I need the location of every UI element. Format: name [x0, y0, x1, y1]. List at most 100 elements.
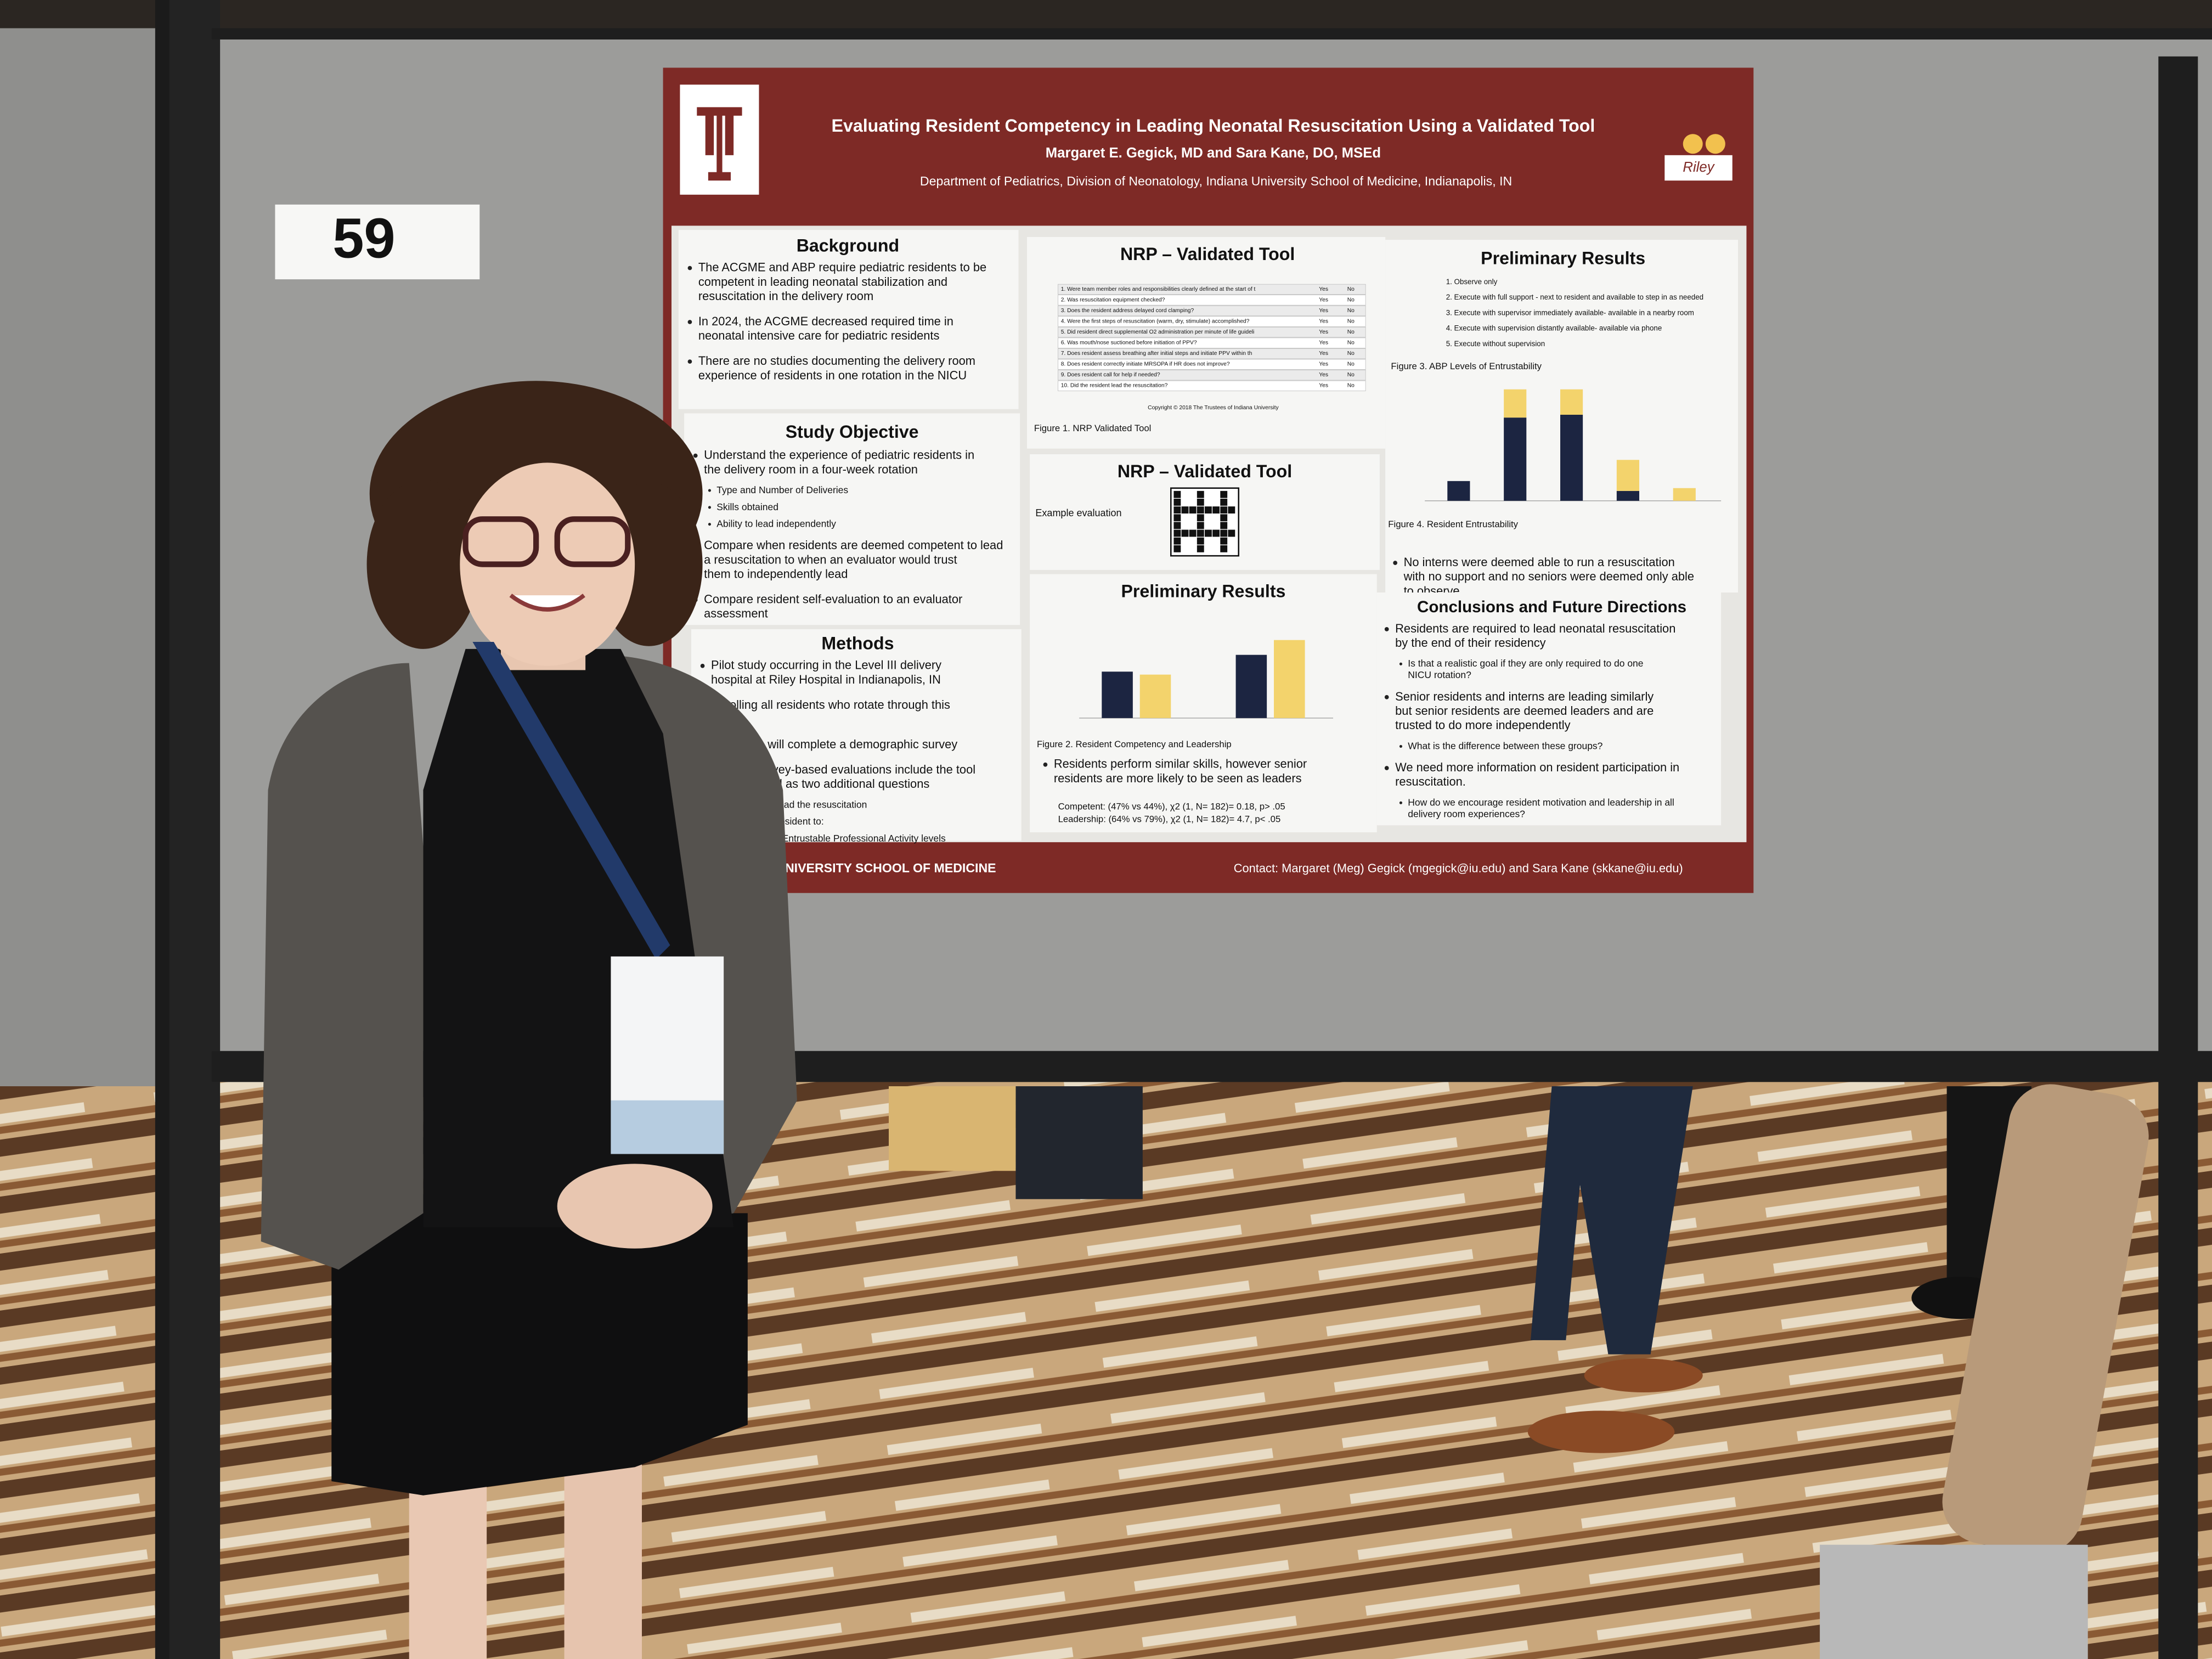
glasses [554, 516, 631, 567]
figure-caption: Figure 4. Resident Entrustability [1388, 519, 1518, 529]
section-heading: NRP – Validated Tool [1118, 461, 1292, 481]
tool-row [1058, 295, 1366, 306]
bullet-text: Senior residents and interns are leading… [1395, 690, 1657, 732]
bar [1504, 389, 1527, 418]
tool-answer: No [1347, 297, 1355, 303]
section-heading: Preliminary Results [1481, 249, 1645, 268]
lanyard [472, 642, 670, 960]
person-legs [1531, 1086, 1693, 1355]
tool-answer: Yes [1319, 362, 1328, 368]
bullet-dot [1384, 695, 1389, 699]
tool-answer: No [1347, 351, 1355, 357]
qr-module [1220, 522, 1228, 529]
qr-module [1197, 537, 1204, 545]
riley-logo: Riley [1683, 160, 1715, 175]
tool-answer: Yes [1319, 329, 1328, 335]
tool-answer: No [1347, 318, 1355, 324]
tool-answer: Yes [1319, 351, 1328, 357]
face [460, 462, 635, 666]
tool-answer: No [1347, 286, 1355, 292]
section-heading: Study Objective [786, 422, 919, 442]
tool-answer: No [1347, 362, 1355, 368]
figure-caption: Figure 1. NRP Validated Tool [1034, 423, 1152, 433]
bullet-dot [1043, 762, 1048, 767]
sub-bullet-text: Is that a realistic goal if they are onl… [1408, 658, 1646, 680]
tool-item: 7. Does resident assess breathing after … [1061, 351, 1252, 357]
tool-item: 2. Was resuscitation equipment checked? [1061, 297, 1165, 303]
section-heading: Preliminary Results [1121, 581, 1285, 601]
tool-row [1058, 359, 1366, 370]
shoe [1527, 1410, 1675, 1453]
qr-module [1197, 506, 1204, 514]
tool-answer: Yes [1319, 372, 1328, 378]
tool-row [1058, 316, 1366, 327]
qr-module [1173, 490, 1181, 498]
tool-item: 5. Did resident direct supplemental O2 a… [1061, 329, 1255, 335]
bullet-dot [1384, 627, 1389, 631]
section-heading: Methods [821, 634, 894, 653]
qr-module [1197, 545, 1204, 552]
sub-bullet-text: Type and Number of Deliveries [716, 484, 848, 495]
riley-icon [1705, 134, 1725, 154]
footer-contact: Contact: Margaret (Meg) Gegick (mgegick@… [1234, 861, 1683, 875]
smile [509, 594, 585, 612]
qr-module [1220, 514, 1228, 522]
leg [564, 1453, 642, 1659]
copyright: Copyright © 2018 The Trustees of Indiana… [1148, 405, 1279, 411]
qr-module [1189, 506, 1197, 514]
footer-left: UNIVERSITY SCHOOL OF MEDICINE [776, 861, 996, 875]
qr-module [1212, 529, 1220, 537]
panel [1030, 574, 1377, 833]
figure-caption: Figure 3. ABP Levels of Entrustability [1391, 361, 1542, 371]
hands [557, 1164, 713, 1249]
qr-module [1220, 537, 1228, 545]
bullet-text: There are no studies documenting the del… [698, 354, 979, 382]
qr-module [1220, 499, 1228, 506]
tool-answer: No [1347, 308, 1355, 314]
laptop [1820, 1544, 2088, 1659]
qr-module [1173, 537, 1181, 545]
number-card [275, 204, 480, 280]
skirt [331, 1213, 748, 1496]
bullet-dot [687, 359, 692, 364]
qr-module [1173, 506, 1181, 514]
qr-module [1173, 522, 1181, 529]
tool-item: 6. Was mouth/nose suctioned before initi… [1061, 340, 1197, 346]
bullet-text: Pilot study occurring in the Level III d… [711, 658, 945, 686]
qr-module [1220, 490, 1228, 498]
level-item: 4. Execute with supervision distantly av… [1446, 324, 1662, 332]
qr-module [1228, 506, 1235, 514]
sub-bullet-text: Skills obtained [716, 501, 778, 512]
tool-item: 1. Were team member roles and responsibi… [1061, 286, 1256, 292]
bar [1560, 389, 1583, 415]
tool-answer: Yes [1319, 286, 1328, 292]
bullet-text: Residents perform similar skills, howeve… [1054, 757, 1310, 785]
column [1942, 1084, 2149, 1554]
bar [1235, 654, 1267, 718]
poster-title: Evaluating Resident Competency in Leadin… [832, 116, 1595, 136]
tool-item: 3. Does the resident address delayed cor… [1061, 308, 1194, 314]
sub-bullet-text: Ability to lead independently [716, 518, 836, 529]
bar [1504, 417, 1527, 501]
qr-module [1220, 506, 1228, 514]
bullet-dot [687, 320, 692, 324]
dress [889, 1086, 1016, 1171]
bar [1616, 490, 1639, 501]
sub-bullet-dot [1399, 744, 1402, 748]
bar [1274, 640, 1305, 718]
bullet-dot [700, 663, 705, 668]
presenter [261, 381, 797, 1659]
tool-answer: Yes [1319, 383, 1328, 389]
qr-module [1220, 545, 1228, 552]
bullet-text: Compare resident self-evaluation to an e… [704, 592, 966, 620]
qr-module [1205, 506, 1212, 514]
section-heading: Conclusions and Future Directions [1417, 598, 1686, 616]
tool-row [1058, 326, 1366, 338]
qr-module [1173, 529, 1181, 537]
bullet-text: Compare when residents are deemed compet… [704, 538, 1006, 580]
qr-module [1197, 499, 1204, 506]
bar [1139, 674, 1171, 718]
tool-answer: Yes [1319, 308, 1328, 314]
sub-bullet-dot [708, 523, 711, 526]
